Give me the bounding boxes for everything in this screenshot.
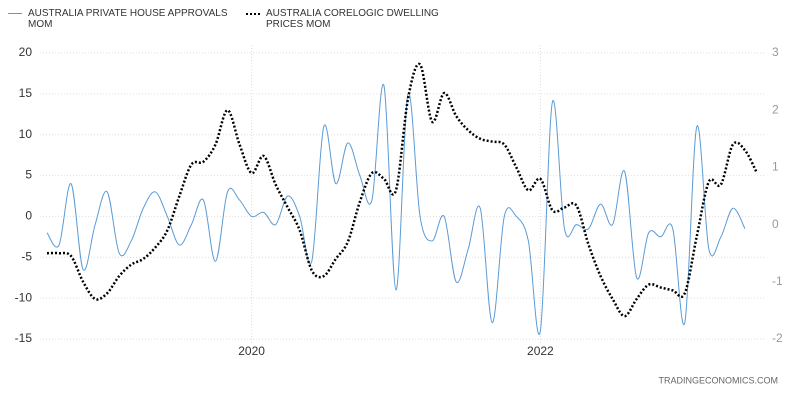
y2-tick-label: 3	[772, 45, 779, 59]
y-tick-label: 15	[19, 86, 33, 100]
legend-swatch	[8, 13, 22, 14]
y2-tick-label: -2	[772, 331, 783, 345]
legend-item: AUSTRALIA CORELOGIC DWELLING PRICES MOM	[246, 8, 466, 30]
y2-tick-label: 2	[772, 102, 779, 116]
series-line	[46, 62, 759, 318]
y2-tick-label: 0	[772, 217, 779, 231]
y-tick-label: 0	[25, 209, 32, 223]
y-tick-label: 10	[19, 127, 33, 141]
x-tick-label: 2022	[527, 344, 554, 358]
legend-swatch	[246, 13, 260, 15]
source: TRADINGECONOMICS.COM	[658, 375, 778, 385]
y-tick-label: 20	[19, 45, 33, 59]
legend-label: AUSTRALIA CORELOGIC DWELLING PRICES MOM	[266, 8, 439, 30]
legend-label: AUSTRALIA PRIVATE HOUSE APPROVALS MOM	[28, 8, 228, 30]
x-tick-label: 2020	[238, 344, 265, 358]
y-tick-label: -5	[21, 249, 32, 263]
series-line	[46, 83, 746, 335]
legend: AUSTRALIA PRIVATE HOUSE APPROVALS MOM AUS…	[8, 8, 466, 30]
y2-tick-label: 1	[772, 160, 779, 174]
y-tick-label: 5	[25, 168, 32, 182]
y2-tick-label: -1	[772, 274, 783, 288]
y-tick-label: -10	[15, 290, 33, 304]
y-tick-label: -15	[15, 331, 33, 345]
legend-item: AUSTRALIA PRIVATE HOUSE APPROVALS MOM	[8, 8, 228, 30]
